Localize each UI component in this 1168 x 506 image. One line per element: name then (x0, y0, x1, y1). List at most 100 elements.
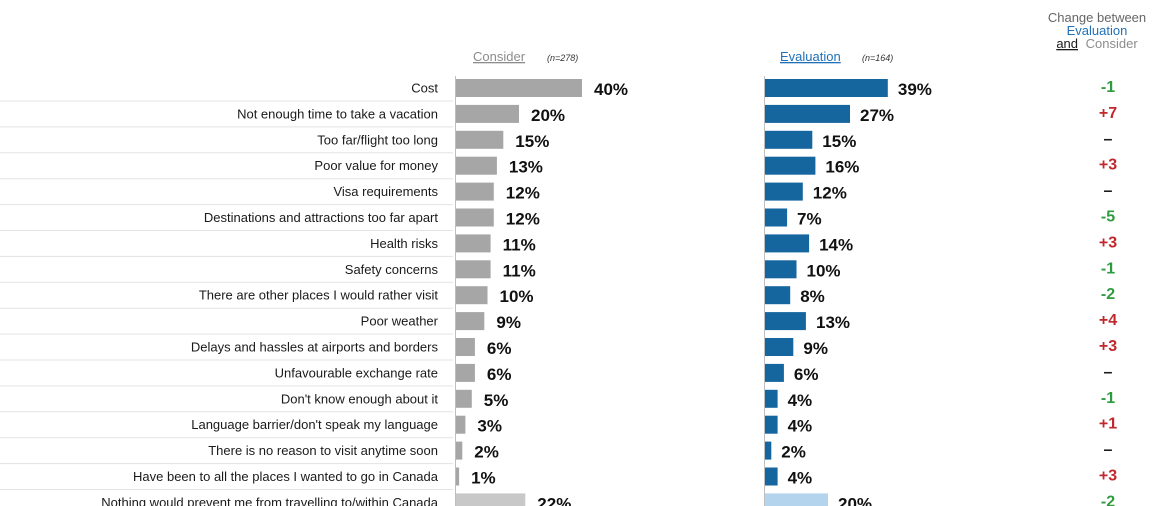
change-header-consider: Consider (1086, 36, 1139, 51)
evaluation-bar (765, 79, 888, 97)
evaluation-bar (765, 415, 778, 434)
chart-row: Don't know enough about it 5% 4% -1 (0, 389, 1115, 413)
category-label: Destinations and attractions too far apa… (204, 210, 439, 225)
evaluation-bar (765, 130, 813, 149)
evaluation-bar (765, 338, 794, 356)
evaluation-bar (765, 286, 791, 305)
category-label: Nothing would prevent me from travelling… (101, 495, 439, 506)
consider-value-label: 40% (594, 80, 628, 99)
evaluation-value-label: 12% (813, 184, 847, 203)
consider-value-label: 15% (515, 132, 549, 151)
consider-bar (456, 234, 491, 253)
category-label: Don't know enough about it (281, 391, 439, 406)
change-value: -2 (1101, 493, 1115, 506)
consider-header-n: (n=278) (547, 53, 578, 63)
consider-value-label: 11% (503, 261, 536, 280)
change-value: – (1104, 442, 1113, 459)
category-label: There are other places I would rather vi… (199, 288, 439, 303)
consider-bar (456, 338, 475, 356)
change-value: +4 (1099, 312, 1117, 329)
evaluation-bar (765, 182, 803, 201)
category-label: There is no reason to visit anytime soon (208, 443, 438, 458)
consider-value-label: 5% (484, 391, 509, 410)
change-value: +3 (1099, 234, 1117, 251)
category-label: Have been to all the places I wanted to … (133, 469, 439, 484)
evaluation-bar (765, 104, 850, 123)
consider-value-label: 1% (471, 469, 496, 488)
evaluation-value-label: 4% (788, 417, 813, 436)
consider-value-label: 3% (477, 417, 502, 436)
evaluation-bar (765, 467, 778, 486)
consider-bar (456, 363, 475, 382)
category-label: Unfavourable exchange rate (275, 365, 438, 380)
change-value: – (1104, 183, 1113, 200)
consider-value-label: 13% (509, 158, 543, 177)
change-value: +7 (1099, 105, 1117, 122)
consider-value-label: 10% (500, 287, 534, 306)
chart-row: Unfavourable exchange rate 6% 6% – (0, 363, 1113, 387)
consider-bar (456, 312, 485, 331)
category-label: Health risks (370, 236, 438, 251)
consider-bar (456, 79, 582, 97)
consider-bar (456, 182, 494, 201)
chart-rows: Cost 40% 39% -1 Not enough time to take a va… (0, 79, 1117, 506)
change-value: -1 (1101, 79, 1115, 96)
category-label: Language barrier/don't speak my language (191, 417, 438, 432)
category-label: Too far/flight too long (317, 132, 438, 147)
evaluation-bar (765, 493, 828, 506)
evaluation-value-label: 14% (819, 235, 853, 254)
category-label: Safety concerns (345, 262, 439, 277)
consider-bar (456, 260, 491, 279)
consider-value-label: 2% (474, 443, 499, 462)
chart-row: Delays and hassles at airports and borde… (0, 338, 1117, 361)
evaluation-value-label: 9% (803, 339, 828, 358)
consider-bar (456, 441, 463, 460)
change-header-line1: Change between (1048, 10, 1146, 25)
evaluation-value-label: 7% (797, 210, 822, 229)
chart-row: Safety concerns 11% 10% -1 (0, 260, 1115, 283)
chart-row: Have been to all the places I wanted to … (0, 467, 1117, 490)
evaluation-bar (765, 312, 806, 331)
category-label: Cost (411, 81, 438, 96)
evaluation-header-n: (n=164) (862, 53, 893, 63)
evaluation-header: Evaluation (n=164) (780, 49, 893, 64)
evaluation-bar (765, 363, 784, 382)
category-label: Delays and hassles at airports and borde… (191, 340, 439, 355)
evaluation-value-label: 16% (825, 158, 859, 177)
consider-bar (456, 130, 504, 149)
change-value: – (1104, 364, 1113, 381)
evaluation-value-label: 2% (781, 443, 806, 462)
chart-row: Destinations and attractions too far apa… (0, 208, 1115, 231)
consider-value-label: 11% (503, 235, 536, 254)
consider-bar (456, 208, 494, 227)
consider-bar (456, 104, 519, 123)
evaluation-value-label: 39% (898, 80, 932, 99)
consider-value-label: 6% (487, 365, 512, 384)
consider-value-label: 6% (487, 339, 512, 358)
consider-bar (456, 156, 497, 175)
evaluation-value-label: 27% (860, 106, 894, 125)
evaluation-value-label: 4% (788, 391, 813, 410)
evaluation-header-label: Evaluation (780, 49, 841, 64)
consider-value-label: 12% (506, 210, 540, 229)
change-value: – (1104, 131, 1113, 148)
chart-row: Health risks 11% 14% +3 (0, 234, 1117, 257)
chart-row: Language barrier/don't speak my language… (0, 415, 1117, 439)
consider-bar (456, 415, 466, 434)
change-header-and: and (1056, 36, 1078, 51)
consider-header-label: Consider (473, 49, 526, 64)
change-value: -5 (1101, 209, 1115, 226)
change-value: -1 (1101, 260, 1115, 277)
consider-value-label: 12% (506, 184, 540, 203)
chart-row: There is no reason to visit anytime soon… (0, 441, 1113, 465)
consider-value-label: 22% (537, 494, 571, 506)
chart-row: Cost 40% 39% -1 (0, 79, 1115, 102)
consider-bar (456, 493, 526, 506)
category-label: Poor value for money (314, 158, 438, 173)
chart-row: Poor weather 9% 13% +4 (0, 312, 1117, 335)
chart-row: There are other places I would rather vi… (0, 286, 1115, 309)
change-value: +1 (1099, 416, 1117, 433)
evaluation-bar (765, 234, 810, 253)
change-value: -2 (1101, 286, 1115, 303)
